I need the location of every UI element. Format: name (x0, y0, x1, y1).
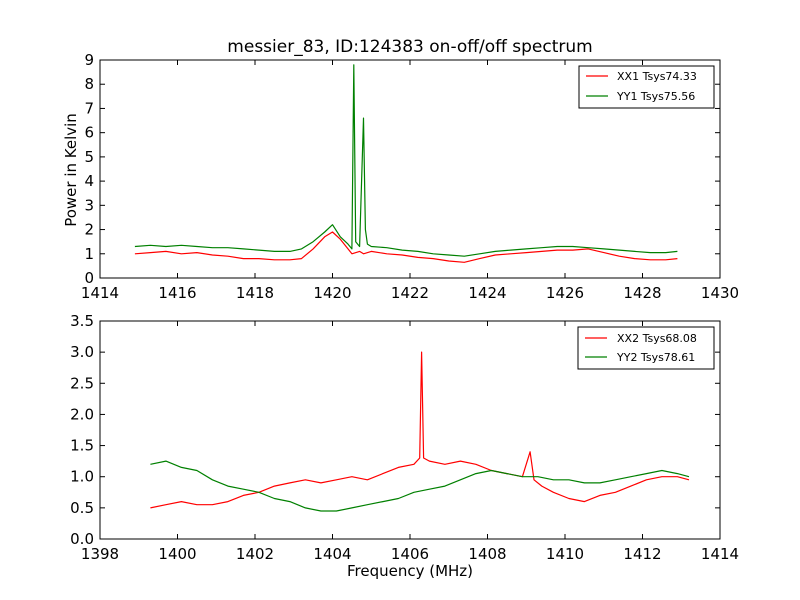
bottom-plot-frame (99, 320, 721, 540)
bottom-x-tick-label: 1412 (623, 545, 661, 563)
top-x-tick-label: 1422 (391, 284, 429, 302)
bottom-plot-area: 1398 1400 1402 1404 1406 1408 1410 1412 1414 0.0 0… (70, 312, 739, 563)
bottom-y-tick-label: 1.5 (70, 437, 94, 455)
top-series-line-xx (134, 231, 678, 263)
bottom-y-tick-label: 1.0 (70, 468, 94, 486)
top-chart-title: messier_83, ID:124383 on-off/off spectru… (227, 37, 592, 57)
bottom-x-tick-label: 1404 (313, 545, 351, 563)
top-y-tick-label: 5 (84, 148, 94, 166)
bottom-y-tick-label: 0.5 (70, 499, 94, 517)
bottom-legend: XX2 Tsys68.08 YY2 Tsys78.61 (577, 326, 715, 370)
top-x-tick-label: 1428 (623, 284, 661, 302)
top-x-tick-label: 1424 (468, 284, 506, 302)
top-y-tick-label: 7 (84, 99, 94, 117)
top-x-tick-label: 1418 (236, 284, 274, 302)
bottom-x-tick-label: 1400 (158, 545, 196, 563)
bottom-x-tick-label: 1408 (468, 545, 506, 563)
top-y-axis-label: Power in Kelvin (62, 113, 80, 227)
top-x-tick-label: 1430 (701, 284, 739, 302)
bottom-panel: Frequency (MHz) 1398 1400 1402 1404 1406 1408… (70, 312, 739, 580)
bottom-legend-label-xx2: XX2 Tsys68.08 (617, 332, 697, 345)
top-x-tick-label: 1414 (81, 284, 119, 302)
top-series-line-yy (134, 64, 678, 257)
bottom-legend-box (577, 326, 715, 370)
top-x-tick-label: 1426 (546, 284, 584, 302)
top-y-tick-label: 3 (84, 196, 94, 214)
bottom-series-line-xx (150, 351, 690, 509)
bottom-y-tick-label: 3.5 (70, 312, 94, 330)
top-legend-label-yy1: YY1 Tsys75.56 (616, 90, 695, 103)
top-y-tick-label: 2 (84, 221, 94, 239)
top-x-tick-label: 1420 (313, 284, 351, 302)
bottom-legend-label-yy2: YY2 Tsys78.61 (616, 351, 695, 364)
top-y-tick-label: 1 (84, 245, 94, 263)
top-x-tick-label: 1416 (158, 284, 196, 302)
top-y-tick-label: 4 (84, 172, 94, 190)
bottom-x-axis-label: Frequency (MHz) (347, 562, 473, 580)
bottom-x-tick-label: 1414 (701, 545, 739, 563)
bottom-y-tick-label: 3.0 (70, 343, 94, 361)
top-plot-area: 1414 1416 1418 1420 1422 1424 1426 1428 1430 0 1 2 3… (81, 51, 739, 302)
bottom-y-tick-label: 2.0 (70, 405, 94, 423)
bottom-x-tick-label: 1398 (81, 545, 119, 563)
top-legend-box (578, 65, 715, 109)
top-plot-frame (99, 59, 721, 279)
top-y-tick-label: 8 (84, 75, 94, 93)
bottom-x-tick-label: 1410 (546, 545, 584, 563)
top-y-tick-label: 6 (84, 124, 94, 142)
top-panel: messier_83, ID:124383 on-off/off spectru… (62, 37, 739, 302)
top-legend: XX1 Tsys74.33 YY1 Tsys75.56 (578, 65, 715, 109)
bottom-x-tick-label: 1406 (391, 545, 429, 563)
top-legend-label-xx1: XX1 Tsys74.33 (617, 70, 697, 83)
bottom-series-line-yy (150, 460, 690, 512)
bottom-y-tick-label: 0.0 (70, 530, 94, 548)
top-y-tick-label: 0 (84, 269, 94, 287)
bottom-y-tick-label: 2.5 (70, 374, 94, 392)
top-y-tick-label: 9 (84, 51, 94, 69)
bottom-x-tick-label: 1402 (236, 545, 274, 563)
